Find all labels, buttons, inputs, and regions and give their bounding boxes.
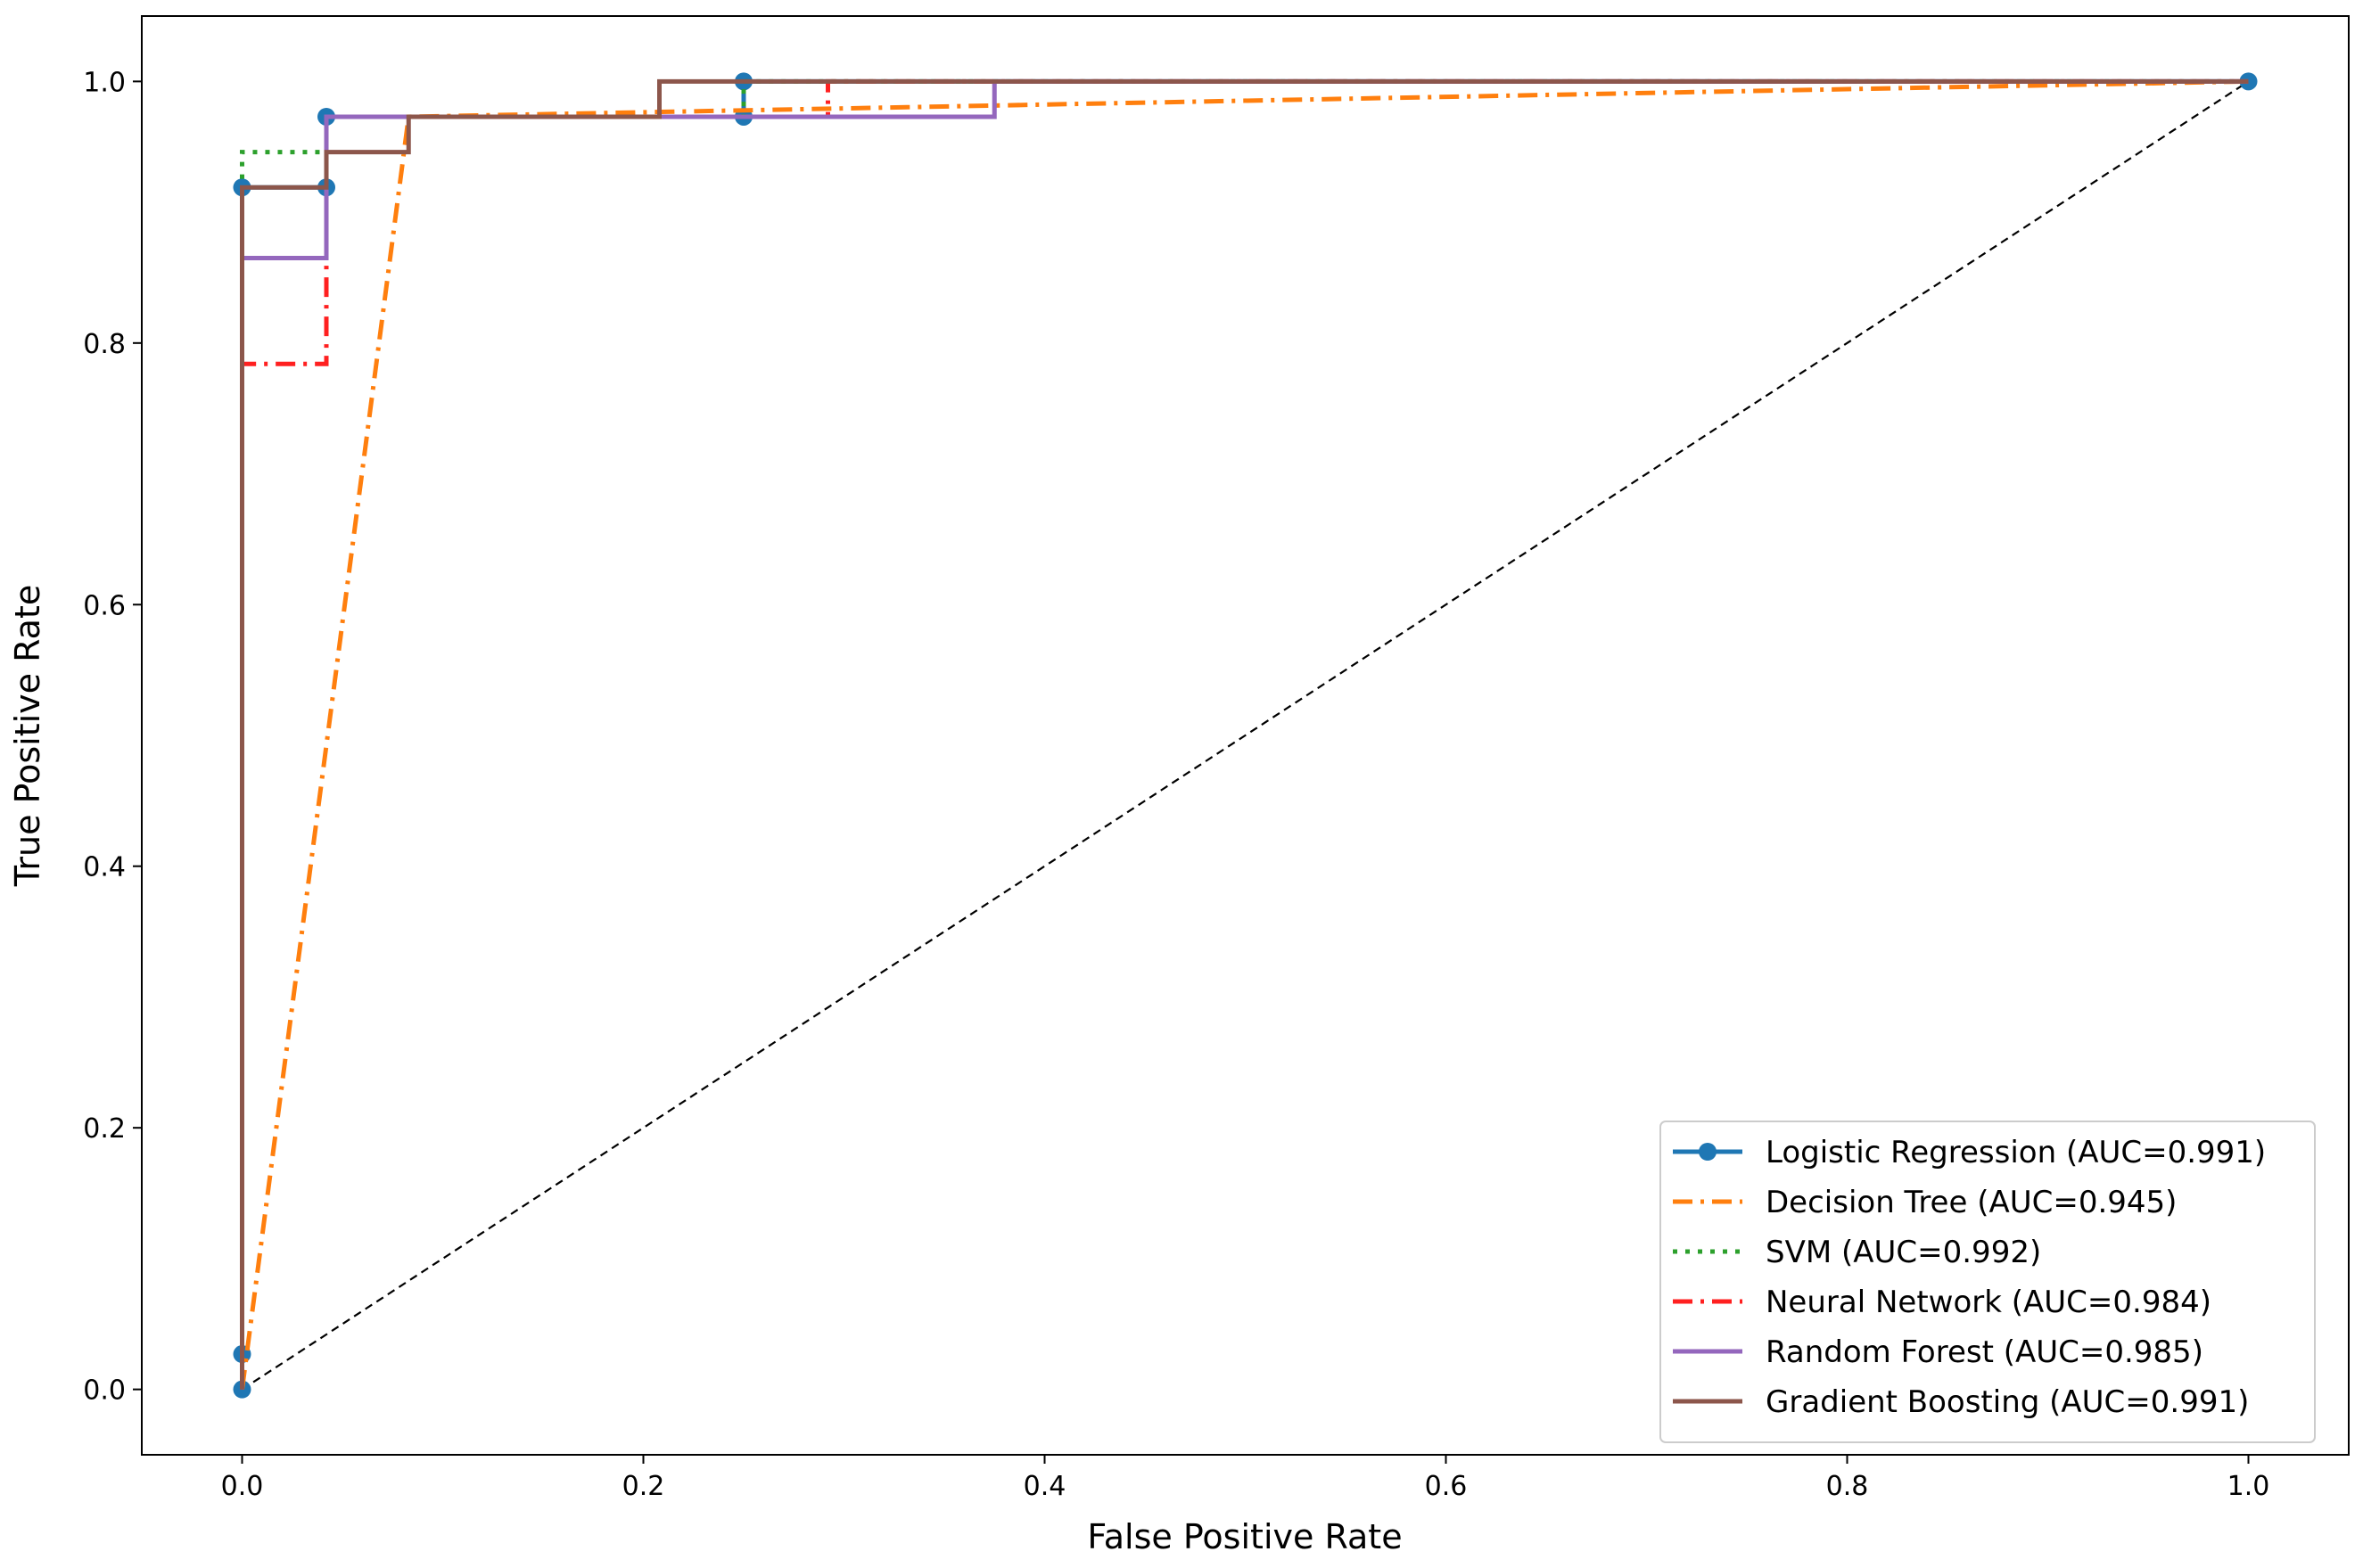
legend-label-5: Gradient Boosting (AUC=0.991) bbox=[1766, 1384, 2249, 1420]
diagonal-reference-line bbox=[241, 80, 2250, 1391]
legend-label-2: SVM (AUC=0.992) bbox=[1766, 1235, 2041, 1270]
legend-box bbox=[1659, 1121, 2316, 1443]
series-layer bbox=[233, 72, 2258, 1399]
y-tick-label-4: 0.8 bbox=[83, 329, 126, 360]
plot-frame bbox=[141, 15, 2350, 1456]
y-tick-label-1: 0.2 bbox=[83, 1113, 126, 1145]
series-2 bbox=[240, 78, 2249, 1390]
x-tick-label-0: 0.0 bbox=[221, 1471, 264, 1502]
series-5 bbox=[240, 78, 2249, 1390]
x-tick-label-5: 1.0 bbox=[2227, 1471, 2270, 1502]
diagonal-layer bbox=[241, 80, 2250, 1391]
legend-label-0: Logistic Regression (AUC=0.991) bbox=[1766, 1135, 2266, 1170]
x-tick-label-2: 0.4 bbox=[1024, 1471, 1066, 1502]
x-tick-label-1: 0.2 bbox=[622, 1471, 665, 1502]
legend-label-4: Random Forest (AUC=0.985) bbox=[1766, 1334, 2203, 1370]
legend-label-1: Decision Tree (AUC=0.945) bbox=[1766, 1185, 2177, 1220]
y-tick-label-5: 1.0 bbox=[83, 67, 126, 98]
legend: Logistic Regression (AUC=0.991) Decision … bbox=[1659, 1121, 2316, 1443]
ticks-layer: 0.0 0.2 0.4 0.6 0.8 1.0 0.0 0.2 0.4 0.6 0.8 1.0 bbox=[83, 67, 2269, 1502]
y-axis-label: True Positive Rate bbox=[8, 585, 47, 888]
x-axis-label: False Positive Rate bbox=[1087, 1517, 1402, 1556]
series-line-2 bbox=[240, 78, 2249, 1390]
y-tick-label-2: 0.4 bbox=[83, 852, 126, 883]
series-line-5 bbox=[240, 78, 2249, 1390]
x-tick-label-3: 0.6 bbox=[1425, 1471, 1468, 1502]
x-tick-label-4: 0.8 bbox=[1826, 1471, 1869, 1502]
legend-marker-0 bbox=[1699, 1143, 1717, 1161]
legend-label-3: Neural Network (AUC=0.984) bbox=[1766, 1285, 2211, 1320]
y-tick-label-0: 0.0 bbox=[83, 1375, 126, 1407]
y-tick-label-3: 0.6 bbox=[83, 590, 126, 621]
